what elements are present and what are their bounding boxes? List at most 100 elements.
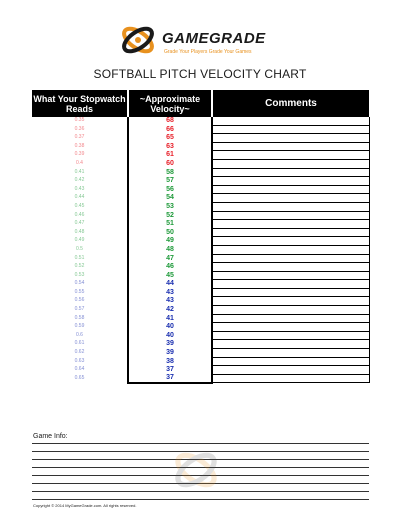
- table-row: 0.44 54: [32, 193, 370, 203]
- table-row: 0.38 63: [32, 142, 370, 152]
- comment-cell[interactable]: [212, 322, 370, 332]
- velocity-cell: 41: [127, 314, 213, 323]
- velocity-cell: 49: [127, 236, 213, 246]
- comment-cell[interactable]: [212, 365, 370, 375]
- comment-cell[interactable]: [212, 262, 370, 272]
- comment-cell[interactable]: [212, 331, 370, 341]
- stopwatch-cell: 0.63: [74, 357, 85, 364]
- table-row: 0.43 56: [32, 185, 370, 195]
- game-info-line[interactable]: [32, 499, 369, 500]
- stopwatch-cell: 0.58: [74, 314, 85, 321]
- velocity-cell: 44: [127, 279, 213, 289]
- stopwatch-cell: 0.53: [74, 271, 85, 278]
- comment-cell[interactable]: [212, 254, 370, 264]
- game-info-line[interactable]: [32, 483, 369, 484]
- stopwatch-cell: 0.46: [74, 211, 85, 218]
- table-row: 0.41 58: [32, 168, 370, 178]
- table-row: 0.46 52: [32, 211, 370, 221]
- stopwatch-cell: 0.38: [74, 142, 85, 149]
- stopwatch-cell: 0.57: [74, 306, 85, 313]
- comment-cell[interactable]: [212, 117, 370, 126]
- velocity-cell: 50: [127, 228, 213, 237]
- table-row: 0.63 38: [32, 357, 370, 367]
- brand-name: GAMEGRADE: [162, 30, 266, 47]
- game-info-line[interactable]: [32, 491, 369, 492]
- velocity-cell: 58: [127, 168, 213, 177]
- table-row: 0.49 49: [32, 236, 370, 246]
- copyright-notice: Copyright © 2014 MyGameGrade.com. All ri…: [33, 503, 137, 508]
- velocity-cell: 51: [127, 219, 213, 229]
- comment-cell[interactable]: [212, 374, 370, 384]
- comment-cell[interactable]: [212, 142, 370, 152]
- stopwatch-cell: 0.48: [74, 228, 85, 235]
- velocity-cell: 68: [127, 117, 213, 126]
- stopwatch-cell: 0.55: [74, 288, 85, 295]
- velocity-cell: 42: [127, 305, 213, 315]
- comment-cell[interactable]: [212, 125, 370, 135]
- comment-cell[interactable]: [212, 296, 370, 307]
- comment-cell[interactable]: [212, 339, 370, 350]
- comment-cell[interactable]: [212, 176, 370, 186]
- comment-cell[interactable]: [212, 305, 370, 315]
- velocity-table: What Your Stopwatch Reads ~Approximate V…: [32, 90, 370, 384]
- game-info-line[interactable]: [32, 443, 369, 444]
- comment-cell[interactable]: [212, 185, 370, 195]
- table-row: 0.39 61: [32, 150, 370, 160]
- stopwatch-cell: 0.36: [74, 125, 85, 132]
- velocity-cell: 39: [127, 348, 213, 358]
- stopwatch-cell: 0.6: [76, 331, 83, 338]
- comment-cell[interactable]: [212, 279, 370, 289]
- table-row: 0.48 50: [32, 228, 370, 238]
- comment-cell[interactable]: [212, 202, 370, 212]
- table-row: 0.62 39: [32, 348, 370, 358]
- table-row: 0.47 51: [32, 219, 370, 229]
- game-info-line[interactable]: [32, 467, 369, 468]
- logo-watermark-icon: [175, 452, 217, 488]
- gamegrade-logo: GAMEGRADE Grade Your Players Grade Your …: [118, 20, 288, 60]
- comment-cell[interactable]: [212, 159, 370, 169]
- game-info-line[interactable]: [32, 475, 369, 476]
- comment-cell[interactable]: [212, 228, 370, 238]
- stopwatch-cell: 0.49: [74, 237, 85, 244]
- stopwatch-cell: 0.65: [74, 374, 85, 381]
- game-info-line[interactable]: [32, 451, 369, 452]
- table-header-row: What Your Stopwatch Reads ~Approximate V…: [32, 90, 369, 117]
- table-row: 0.59 40: [32, 322, 370, 332]
- stopwatch-cell: 0.37: [74, 134, 85, 141]
- comment-cell[interactable]: [212, 236, 370, 246]
- stopwatch-cell: 0.64: [74, 366, 85, 373]
- table-row: 0.45 53: [32, 202, 370, 212]
- comment-cell[interactable]: [212, 211, 370, 221]
- table-row: 0.5 48: [32, 245, 370, 255]
- velocity-cell: 63: [127, 142, 213, 151]
- comment-cell[interactable]: [212, 314, 370, 324]
- velocity-cell: 65: [127, 133, 213, 143]
- comment-cell[interactable]: [212, 357, 370, 367]
- stopwatch-cell: 0.5: [76, 245, 83, 252]
- comment-cell[interactable]: [212, 348, 370, 358]
- comment-cell[interactable]: [212, 133, 370, 143]
- comment-cell[interactable]: [212, 245, 370, 255]
- velocity-cell: 37: [127, 374, 213, 384]
- comment-cell[interactable]: [212, 271, 370, 281]
- velocity-cell: 60: [127, 159, 213, 169]
- table-row: 0.53 45: [32, 271, 370, 281]
- comment-cell[interactable]: [212, 288, 370, 298]
- stopwatch-cell: 0.42: [74, 177, 85, 184]
- comment-cell[interactable]: [212, 219, 370, 229]
- stopwatch-cell: 0.54: [74, 280, 85, 287]
- stopwatch-cell: 0.39: [74, 151, 85, 158]
- stopwatch-cell: 0.59: [74, 323, 85, 330]
- stopwatch-cell: 0.51: [74, 254, 85, 261]
- table-row: 0.64 37: [32, 365, 370, 375]
- velocity-cell: 61: [127, 150, 213, 160]
- comment-cell[interactable]: [212, 193, 370, 203]
- game-info-line[interactable]: [32, 459, 369, 460]
- stopwatch-cell: 0.62: [74, 349, 85, 356]
- stopwatch-cell: 0.52: [74, 263, 85, 270]
- comment-cell[interactable]: [212, 150, 370, 160]
- comment-cell[interactable]: [212, 168, 370, 178]
- velocity-cell: 52: [127, 211, 213, 220]
- velocity-cell: 47: [127, 254, 213, 263]
